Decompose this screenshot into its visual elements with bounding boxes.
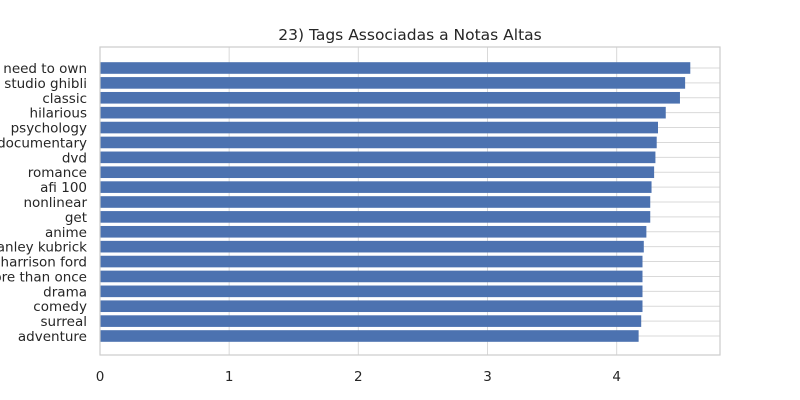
category-label: adventure (18, 329, 87, 345)
category-label: anime (45, 225, 87, 241)
category-label: comedy (33, 299, 87, 315)
bar (100, 151, 656, 164)
bar (100, 240, 644, 253)
category-label: harrison ford (1, 255, 87, 271)
category-label: dvd (62, 150, 87, 166)
category-label: more than once (0, 269, 87, 285)
bar (100, 196, 651, 208)
bar (100, 255, 643, 268)
bar (100, 225, 647, 238)
chart-title: 23) Tags Associadas a Notas Altas (278, 26, 542, 44)
category-label: stanley kubrick (0, 240, 87, 256)
bar (100, 166, 655, 179)
bar (100, 300, 643, 313)
x-tick-labels: 0 1 2 3 4 (96, 369, 621, 385)
bar (100, 77, 686, 89)
category-label: psychology (11, 121, 87, 137)
category-label: get (65, 210, 87, 226)
bar (100, 315, 642, 327)
category-label: hilarious (30, 106, 87, 122)
bar (100, 106, 666, 119)
bar (100, 62, 691, 74)
bar (100, 136, 657, 149)
x-tick-label: 4 (612, 369, 621, 385)
bar (100, 211, 651, 223)
x-tick-label: 1 (225, 369, 234, 385)
bar (100, 270, 643, 283)
category-label: studio ghibli (4, 76, 87, 92)
x-tick-label: 0 (96, 369, 105, 385)
bar (100, 285, 643, 298)
bar (100, 91, 680, 104)
category-label: documentary (0, 135, 87, 151)
category-label: need to own (3, 61, 87, 77)
category-label: romance (28, 165, 87, 181)
bar (100, 181, 652, 193)
plot-frame (99, 46, 721, 356)
category-label: drama (43, 284, 87, 300)
x-tick-label: 2 (354, 369, 363, 385)
category-label: afi 100 (40, 180, 87, 196)
x-tick-label: 3 (483, 369, 492, 385)
bars (100, 62, 691, 342)
bar (100, 330, 639, 342)
category-label: nonlinear (23, 195, 87, 211)
category-label: surreal (41, 314, 88, 330)
category-label: classic (42, 91, 87, 107)
bar (100, 121, 658, 134)
